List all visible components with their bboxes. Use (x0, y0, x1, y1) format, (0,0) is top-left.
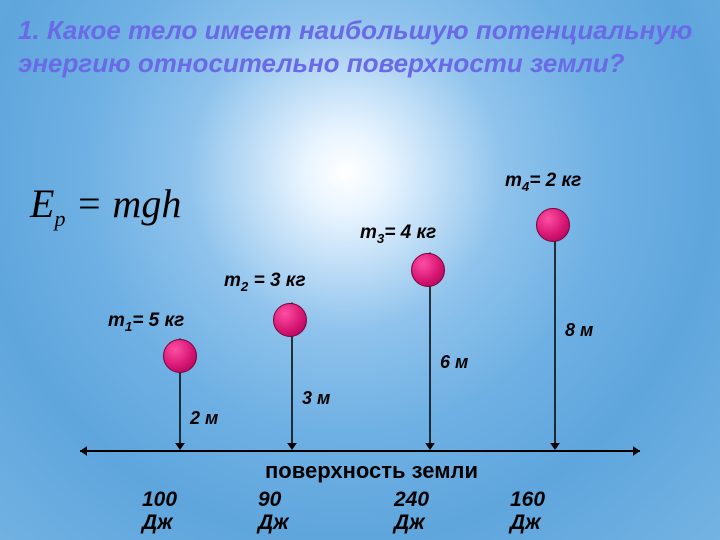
answer-m4: 160Дж (510, 488, 545, 534)
question-title: 1. Какое тело имеет наибольшую потенциал… (18, 14, 702, 79)
formula-E: E (30, 181, 54, 226)
height-label-m4: 8 м (565, 320, 593, 341)
ball-m2 (273, 303, 307, 337)
mass-label-m2: m2 = 3 кг (224, 270, 306, 294)
mass-label-m3: m3= 4 кг (360, 222, 436, 246)
ball-m4 (536, 208, 570, 242)
answer-m3: 240Дж (394, 488, 429, 534)
ground-line (80, 450, 640, 452)
answer-m1: 100Дж (142, 488, 177, 534)
formula: Ep = mgh (30, 180, 181, 232)
height-label-m1: 2 м (190, 408, 218, 429)
mass-label-m1: m1= 5 кг (108, 310, 184, 334)
mass-label-m4: m4= 2 кг (505, 170, 581, 194)
formula-rhs: = mgh (75, 181, 181, 226)
answer-m2: 90Дж (258, 488, 289, 534)
ball-m3 (411, 253, 445, 287)
ball-m1 (163, 339, 197, 373)
height-label-m3: 6 м (440, 352, 468, 373)
formula-sub: p (54, 206, 65, 231)
ground-caption: поверхность земли (265, 458, 478, 484)
height-label-m2: 3 м (302, 388, 330, 409)
